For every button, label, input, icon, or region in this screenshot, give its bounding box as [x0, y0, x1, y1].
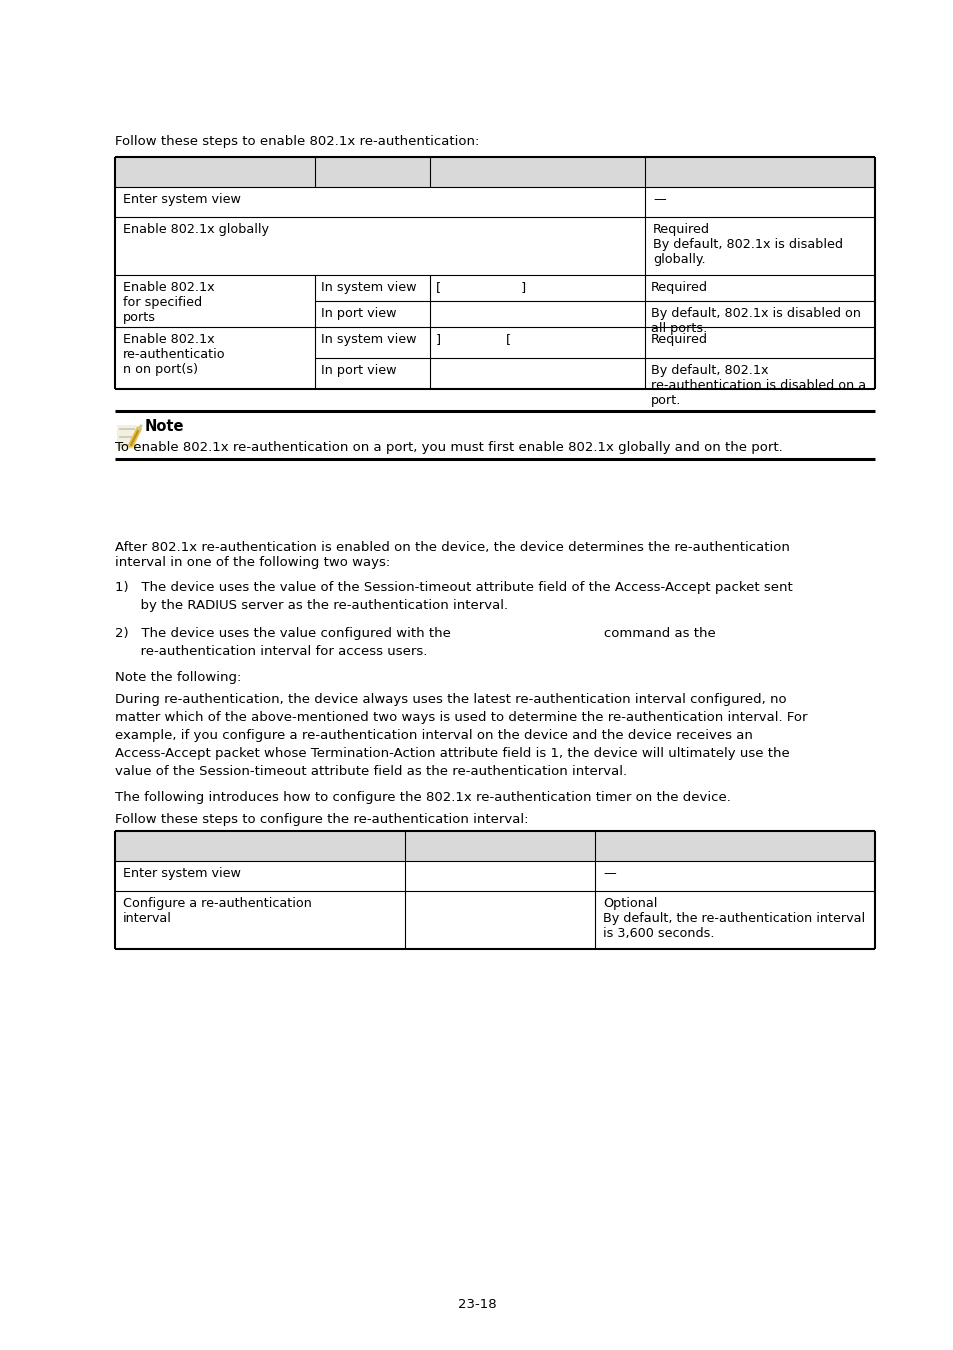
Text: Enter system view: Enter system view [123, 193, 240, 207]
Text: Access-Accept packet whose Termination-Action attribute field is 1, the device w: Access-Accept packet whose Termination-A… [115, 747, 789, 760]
Text: [: [ [470, 333, 511, 346]
Text: re-authentication interval for access users.: re-authentication interval for access us… [115, 645, 427, 657]
Text: After 802.1x re-authentication is enabled on the device, the device determines t: After 802.1x re-authentication is enable… [115, 541, 789, 568]
Text: During re-authentication, the device always uses the latest re-authentication in: During re-authentication, the device alw… [115, 693, 786, 706]
Text: Follow these steps to enable 802.1x re-authentication:: Follow these steps to enable 802.1x re-a… [115, 135, 478, 148]
Text: ]: ] [436, 333, 440, 346]
Text: By default, 802.1x is disabled on
all ports.: By default, 802.1x is disabled on all po… [650, 306, 861, 335]
Text: —: — [602, 867, 615, 880]
Text: 23-18: 23-18 [457, 1297, 496, 1311]
Text: Note: Note [145, 418, 184, 433]
Text: Enable 802.1x globally: Enable 802.1x globally [123, 223, 269, 236]
Text: Required: Required [650, 281, 707, 294]
Bar [115, 157, 874, 188]
Text: Configure a re-authentication
interval: Configure a re-authentication interval [123, 896, 312, 925]
Text: example, if you configure a re-authentication interval on the device and the dev: example, if you configure a re-authentic… [115, 729, 752, 742]
Text: matter which of the above-mentioned two ways is used to determine the re-authent: matter which of the above-mentioned two … [115, 711, 806, 724]
Bar [119, 444, 135, 446]
Bar [115, 832, 874, 861]
Text: Enter system view: Enter system view [123, 867, 240, 880]
Text: In system view: In system view [320, 333, 416, 346]
Text: —: — [652, 193, 665, 207]
Text: In system view: In system view [320, 281, 416, 294]
Text: Optional
By default, the re-authentication interval
is 3,600 seconds.: Optional By default, the re-authenticati… [602, 896, 864, 940]
Text: Note the following:: Note the following: [115, 671, 241, 684]
Text: In port view: In port view [320, 306, 396, 320]
Text: [                    ]: [ ] [436, 281, 525, 294]
Text: 2)   The device uses the value configured with the                              : 2) The device uses the value configured … [115, 626, 715, 640]
Text: Enable 802.1x
re-authenticatio
n on port(s): Enable 802.1x re-authenticatio n on port… [123, 333, 226, 377]
Text: To enable 802.1x re-authentication on a port, you must first enable 802.1x globa: To enable 802.1x re-authentication on a … [115, 441, 781, 454]
Text: By default, 802.1x
re-authentication is disabled on a
port.: By default, 802.1x re-authentication is … [650, 364, 865, 406]
Text: by the RADIUS server as the re-authentication interval.: by the RADIUS server as the re-authentic… [115, 599, 508, 612]
Text: 1)   The device uses the value of the Session-timeout attribute field of the Acc: 1) The device uses the value of the Sess… [115, 580, 792, 594]
Text: Required: Required [650, 333, 707, 346]
Text: The following introduces how to configure the 802.1x re-authentication timer on : The following introduces how to configur… [115, 791, 730, 805]
Text: Required
By default, 802.1x is disabled
globally.: Required By default, 802.1x is disabled … [652, 223, 842, 266]
Text: Follow these steps to configure the re-authentication interval:: Follow these steps to configure the re-a… [115, 813, 528, 826]
Text: In port view: In port view [320, 364, 396, 377]
Text: Enable 802.1x
for specified
ports: Enable 802.1x for specified ports [123, 281, 214, 324]
Bar [119, 428, 135, 431]
Text: value of the Session-timeout attribute field as the re-authentication interval.: value of the Session-timeout attribute f… [115, 765, 626, 778]
Bar [119, 436, 135, 437]
Bar [117, 425, 137, 450]
